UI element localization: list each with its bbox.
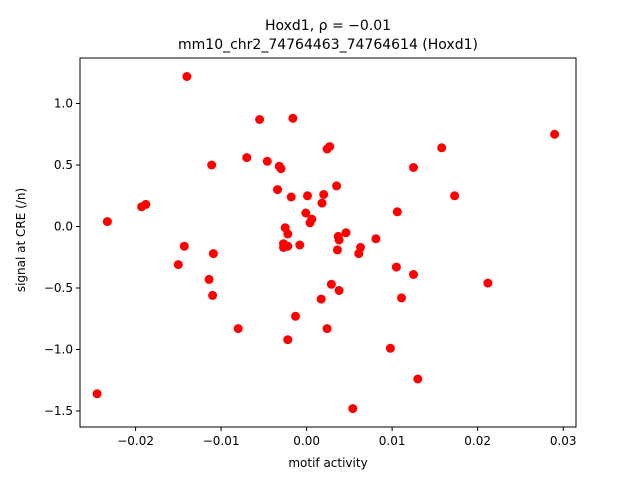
data-point-18: [450, 191, 460, 201]
x-tick-label: −0.02: [117, 434, 154, 448]
data-point-47: [326, 279, 336, 289]
data-point-13: [332, 181, 342, 191]
x-tick-label: 0.03: [550, 434, 577, 448]
y-tick-label: −0.5: [44, 281, 73, 295]
data-point-21: [317, 198, 327, 208]
data-point-35: [279, 242, 288, 252]
y-tick-label: −1.0: [44, 343, 73, 357]
data-point-36: [295, 240, 305, 250]
data-point-40: [354, 249, 364, 259]
x-axis-label: motif activity: [288, 456, 367, 470]
data-point-15: [286, 192, 296, 202]
data-point-50: [397, 293, 406, 303]
data-point-48: [334, 286, 344, 295]
y-tick-label: −1.5: [44, 404, 73, 418]
data-point-31: [334, 235, 344, 245]
data-point-6: [437, 143, 447, 153]
data-point-46: [483, 278, 493, 288]
data-point-58: [92, 389, 102, 399]
data-point-57: [413, 374, 423, 384]
data-point-38: [332, 245, 342, 255]
data-point-28: [283, 229, 293, 239]
data-point-8: [242, 153, 252, 163]
data-point-0: [182, 72, 192, 81]
chart-title-line1: Hoxd1, ρ = −0.01: [265, 18, 391, 34]
data-point-55: [283, 335, 293, 345]
data-point-59: [348, 404, 358, 414]
chart-title-line2: mm10_chr2_74764463_74764614 (Hoxd1): [178, 37, 478, 53]
data-point-44: [409, 270, 418, 279]
data-point-16: [303, 191, 312, 201]
data-point-1: [255, 115, 265, 124]
data-point-22: [392, 207, 402, 217]
y-tick-label: 0.5: [54, 158, 73, 172]
data-point-45: [204, 274, 214, 284]
data-point-9: [262, 156, 272, 166]
data-point-26: [102, 217, 112, 227]
x-tick-label: −0.01: [203, 434, 240, 448]
data-point-53: [233, 324, 243, 334]
y-axis-label: signal at CRE (/n): [14, 188, 28, 292]
data-point-5: [322, 144, 332, 154]
x-tick-label: 0.00: [293, 434, 320, 448]
points-layer: [92, 72, 560, 414]
x-axis-ticks: −0.02 −0.01 0.00 0.01 0.02 0.03: [117, 427, 577, 448]
data-point-3: [550, 129, 560, 139]
x-tick-label: 0.01: [379, 434, 406, 448]
data-point-14: [273, 185, 282, 195]
data-point-41: [208, 249, 218, 259]
data-point-51: [316, 294, 326, 304]
data-point-7: [207, 160, 217, 170]
plot-frame: [79, 57, 577, 428]
y-tick-label: 1.0: [54, 97, 73, 111]
data-point-23: [301, 208, 311, 218]
data-point-49: [208, 290, 218, 300]
x-tick-label: 0.02: [464, 434, 491, 448]
data-point-2: [288, 113, 298, 123]
y-axis-ticks: −1.5 −1.0 −0.5 0.0 0.5 1.0: [44, 97, 80, 418]
data-point-12: [409, 163, 418, 172]
data-point-43: [391, 262, 401, 272]
data-point-54: [322, 324, 332, 334]
data-point-29: [341, 228, 351, 238]
data-point-37: [179, 241, 189, 251]
data-point-20: [137, 202, 147, 212]
data-point-56: [385, 343, 395, 353]
data-point-11: [276, 164, 286, 174]
y-tick-label: 0.0: [54, 220, 73, 234]
data-point-25: [305, 218, 315, 228]
data-point-17: [319, 190, 329, 199]
data-point-32: [371, 234, 381, 244]
data-point-52: [291, 311, 300, 321]
data-point-42: [173, 260, 183, 270]
